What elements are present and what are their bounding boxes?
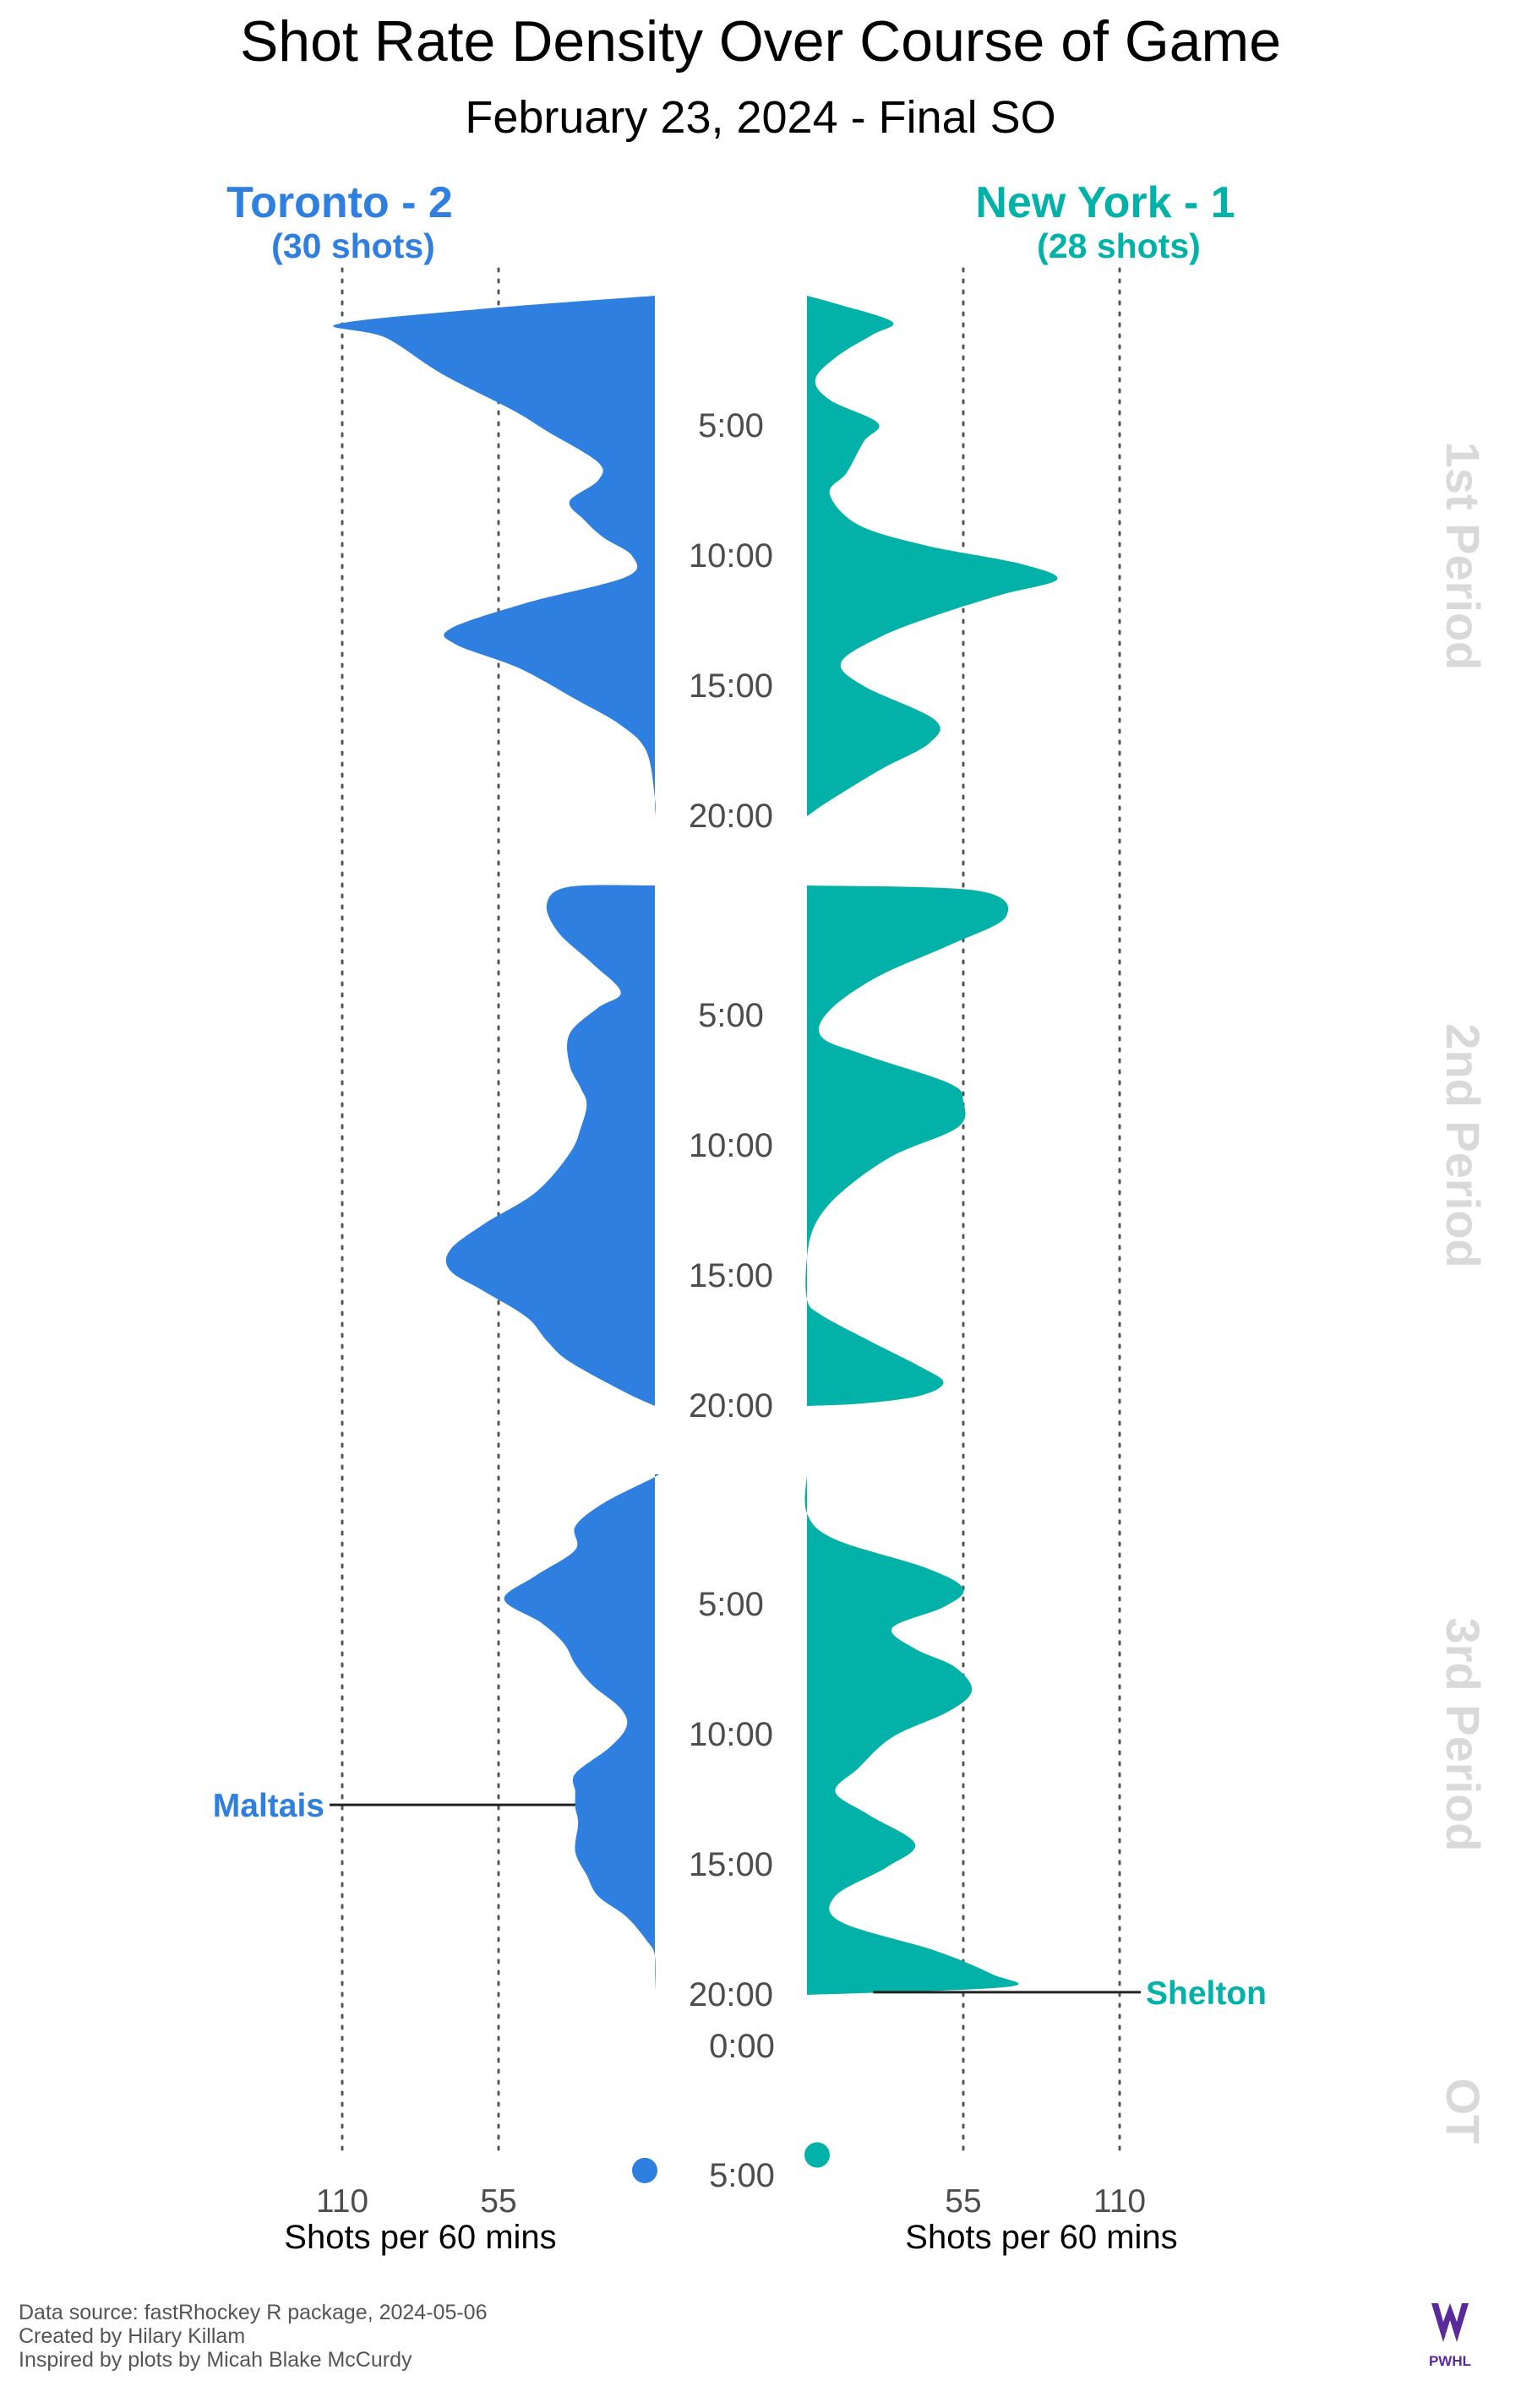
time-tick-p1-2: 10:00 [689,537,773,575]
pwhl-logo: PWHL [1429,2303,1471,2369]
x-tick-right-110: 110 [1093,2183,1146,2220]
x-tick-left-55: 55 [480,2183,516,2220]
density-area-new-york-period-2 [805,885,1009,1406]
caption-author: Created by Hilary Killam [19,2324,245,2348]
x-tick-right-55: 55 [945,2183,981,2220]
goal-annotations: Maltais Shelton [213,1788,1267,2012]
time-tick-p2-3: 15:00 [689,1257,773,1294]
chart-subtitle: February 23, 2024 - Final SO [465,92,1055,143]
density-area-toronto-period-1 [333,296,656,816]
shots-count-new-york: (28 shots) [1037,226,1201,265]
x-axis-label-right: Shots per 60 mins [905,2219,1177,2256]
time-tick-p2-4: 20:00 [689,1387,773,1425]
ot-shot-dot-new-york [804,2142,830,2168]
time-tick-p3-4: 20:00 [689,1976,773,2013]
chart-title: Shot Rate Density Over Course of Game [240,9,1281,74]
time-tick-p1-1: 5:00 [698,407,764,444]
density-area-new-york-period-3 [804,1474,1019,1995]
time-tick-p2-1: 5:00 [698,997,764,1034]
team-label-toronto: Toronto - 2 [226,178,453,227]
time-ticks: 5:00 10:00 15:00 20:00 5:00 10:00 15:00 20:00 5:… [689,407,775,2194]
density-areas [333,296,1058,2183]
density-area-toronto-period-3 [504,1474,659,1995]
density-area-new-york-period-1 [807,296,1058,816]
shots-count-toronto: (30 shots) [271,226,435,265]
time-tick-p1-3: 15:00 [689,667,773,705]
goal-label-shelton: Shelton [1146,1975,1267,2012]
time-tick-p3-3: 15:00 [689,1846,773,1883]
caption-inspiration: Inspired by plots by Micah Blake McCurdy [19,2348,412,2372]
x-tick-left-110: 110 [316,2183,368,2220]
period-label-3: 3rd Period [1436,1618,1490,1852]
period-label-2: 2nd Period [1436,1023,1490,1267]
period-labels: 1st Period 2nd Period 3rd Period OT [1436,442,1490,2144]
ot-shot-dot-toronto [632,2157,657,2183]
period-label-4: OT [1436,2078,1490,2144]
time-tick-p1-4: 20:00 [689,798,773,835]
team-label-new-york: New York - 1 [975,178,1235,227]
period-label-1: 1st Period [1436,442,1490,671]
time-tick-p3-2: 10:00 [689,1716,773,1753]
time-tick-ot-0: 0:00 [709,2028,775,2065]
caption-source: Data source: fastRhockey R package, 2024… [19,2301,487,2324]
x-axis-label-left: Shots per 60 mins [284,2219,556,2256]
pwhl-logo-mark [1431,2303,1469,2342]
density-area-toronto-period-2 [445,885,655,1406]
pwhl-logo-text: PWHL [1429,2353,1471,2369]
time-tick-p2-2: 10:00 [689,1127,773,1164]
time-tick-p3-1: 5:00 [698,1586,764,1623]
time-tick-ot-1: 5:00 [709,2157,775,2194]
goal-label-maltais: Maltais [213,1788,324,1824]
